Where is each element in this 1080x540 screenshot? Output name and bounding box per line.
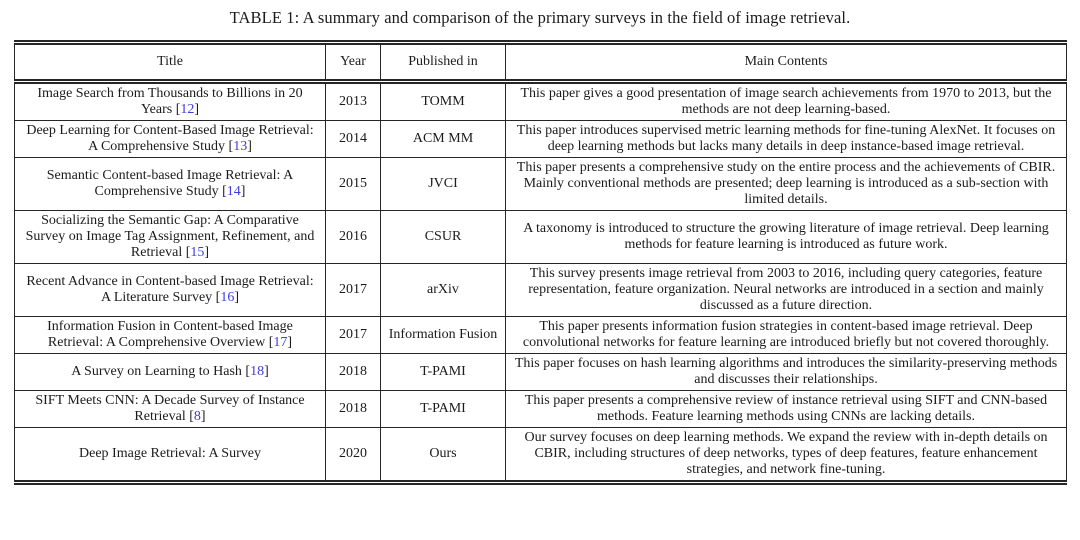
paper-title-cell: Information Fusion in Content-based Imag… — [14, 316, 326, 354]
paper-title-cell: Recent Advance in Content-based Image Re… — [14, 263, 326, 317]
venue-cell: TOMM — [380, 81, 506, 121]
column-header-title: Title — [14, 42, 326, 84]
table-caption: TABLE 1: A summary and comparison of the… — [229, 8, 851, 27]
venue-cell: arXiv — [380, 263, 506, 317]
year-cell: 2018 — [325, 390, 381, 428]
table-row: Image Search from Thousands to Billions … — [14, 81, 1067, 121]
paper-title-cell: Socializing the Semantic Gap: A Comparat… — [14, 210, 326, 264]
citation-link[interactable]: 16 — [220, 290, 235, 305]
column-header-main-contents: Main Contents — [505, 42, 1067, 84]
table-row: Deep Learning for Content-Based Image Re… — [14, 120, 1067, 158]
main-contents-cell: This paper presents information fusion s… — [505, 316, 1067, 354]
year-cell: 2013 — [325, 81, 381, 121]
venue-cell: Ours — [380, 427, 506, 483]
year-cell: 2018 — [325, 353, 381, 391]
surveys-comparison-table: Title Year Published in Main Contents Im… — [14, 40, 1067, 485]
main-contents-cell: This paper gives a good presentation of … — [505, 81, 1067, 121]
citation-link[interactable]: 13 — [233, 139, 248, 154]
year-cell: 2015 — [325, 157, 381, 211]
venue-cell: ACM MM — [380, 120, 506, 158]
table-row: Socializing the Semantic Gap: A Comparat… — [14, 210, 1067, 264]
main-contents-cell: A taxonomy is introduced to structure th… — [505, 210, 1067, 264]
column-header-published-in: Published in — [380, 42, 506, 84]
year-cell: 2017 — [325, 316, 381, 354]
table-row: Recent Advance in Content-based Image Re… — [14, 263, 1067, 317]
paper-title-cell: A Survey on Learning to Hash [18] — [14, 353, 326, 391]
main-contents-cell: This paper introduces supervised metric … — [505, 120, 1067, 158]
venue-cell: CSUR — [380, 210, 506, 264]
table-body: Image Search from Thousands to Billions … — [14, 81, 1067, 483]
venue-cell: T-PAMI — [380, 390, 506, 428]
paper-title-cell: Deep Learning for Content-Based Image Re… — [14, 120, 326, 158]
paper-title-cell: Image Search from Thousands to Billions … — [14, 81, 326, 121]
main-contents-cell: This paper presents a comprehensive stud… — [505, 157, 1067, 211]
venue-cell: JVCI — [380, 157, 506, 211]
year-cell: 2014 — [325, 120, 381, 158]
citation-link[interactable]: 12 — [180, 102, 195, 117]
table-row: Information Fusion in Content-based Imag… — [14, 316, 1067, 354]
year-cell: 2017 — [325, 263, 381, 317]
citation-link[interactable]: 18 — [250, 364, 265, 379]
column-header-year: Year — [325, 42, 381, 84]
table-header-row: Title Year Published in Main Contents — [14, 42, 1067, 84]
table-row: SIFT Meets CNN: A Decade Survey of Insta… — [14, 390, 1067, 428]
table-row: Deep Image Retrieval: A Survey 2020 Ours Ou… — [14, 427, 1067, 483]
venue-cell: Information Fusion — [380, 316, 506, 354]
year-cell: 2016 — [325, 210, 381, 264]
table-row: Semantic Content-based Image Retrieval: … — [14, 157, 1067, 211]
table-row: A Survey on Learning to Hash [18] 2018 T-P… — [14, 353, 1067, 391]
venue-cell: T-PAMI — [380, 353, 506, 391]
year-cell: 2020 — [325, 427, 381, 483]
citation-link[interactable]: 17 — [273, 335, 288, 350]
citation-link[interactable]: 8 — [193, 409, 201, 424]
citation-link[interactable]: 15 — [190, 245, 205, 260]
main-contents-cell: This paper presents a comprehensive revi… — [505, 390, 1067, 428]
main-contents-cell: This paper focuses on hash learning algo… — [505, 353, 1067, 391]
paper-title-cell: Deep Image Retrieval: A Survey — [14, 427, 326, 483]
citation-link[interactable]: 14 — [226, 184, 241, 199]
paper-title-cell: SIFT Meets CNN: A Decade Survey of Insta… — [14, 390, 326, 428]
main-contents-cell: This survey presents image retrieval fro… — [505, 263, 1067, 317]
paper-title-cell: Semantic Content-based Image Retrieval: … — [14, 157, 326, 211]
main-contents-cell: Our survey focuses on deep learning meth… — [505, 427, 1067, 483]
